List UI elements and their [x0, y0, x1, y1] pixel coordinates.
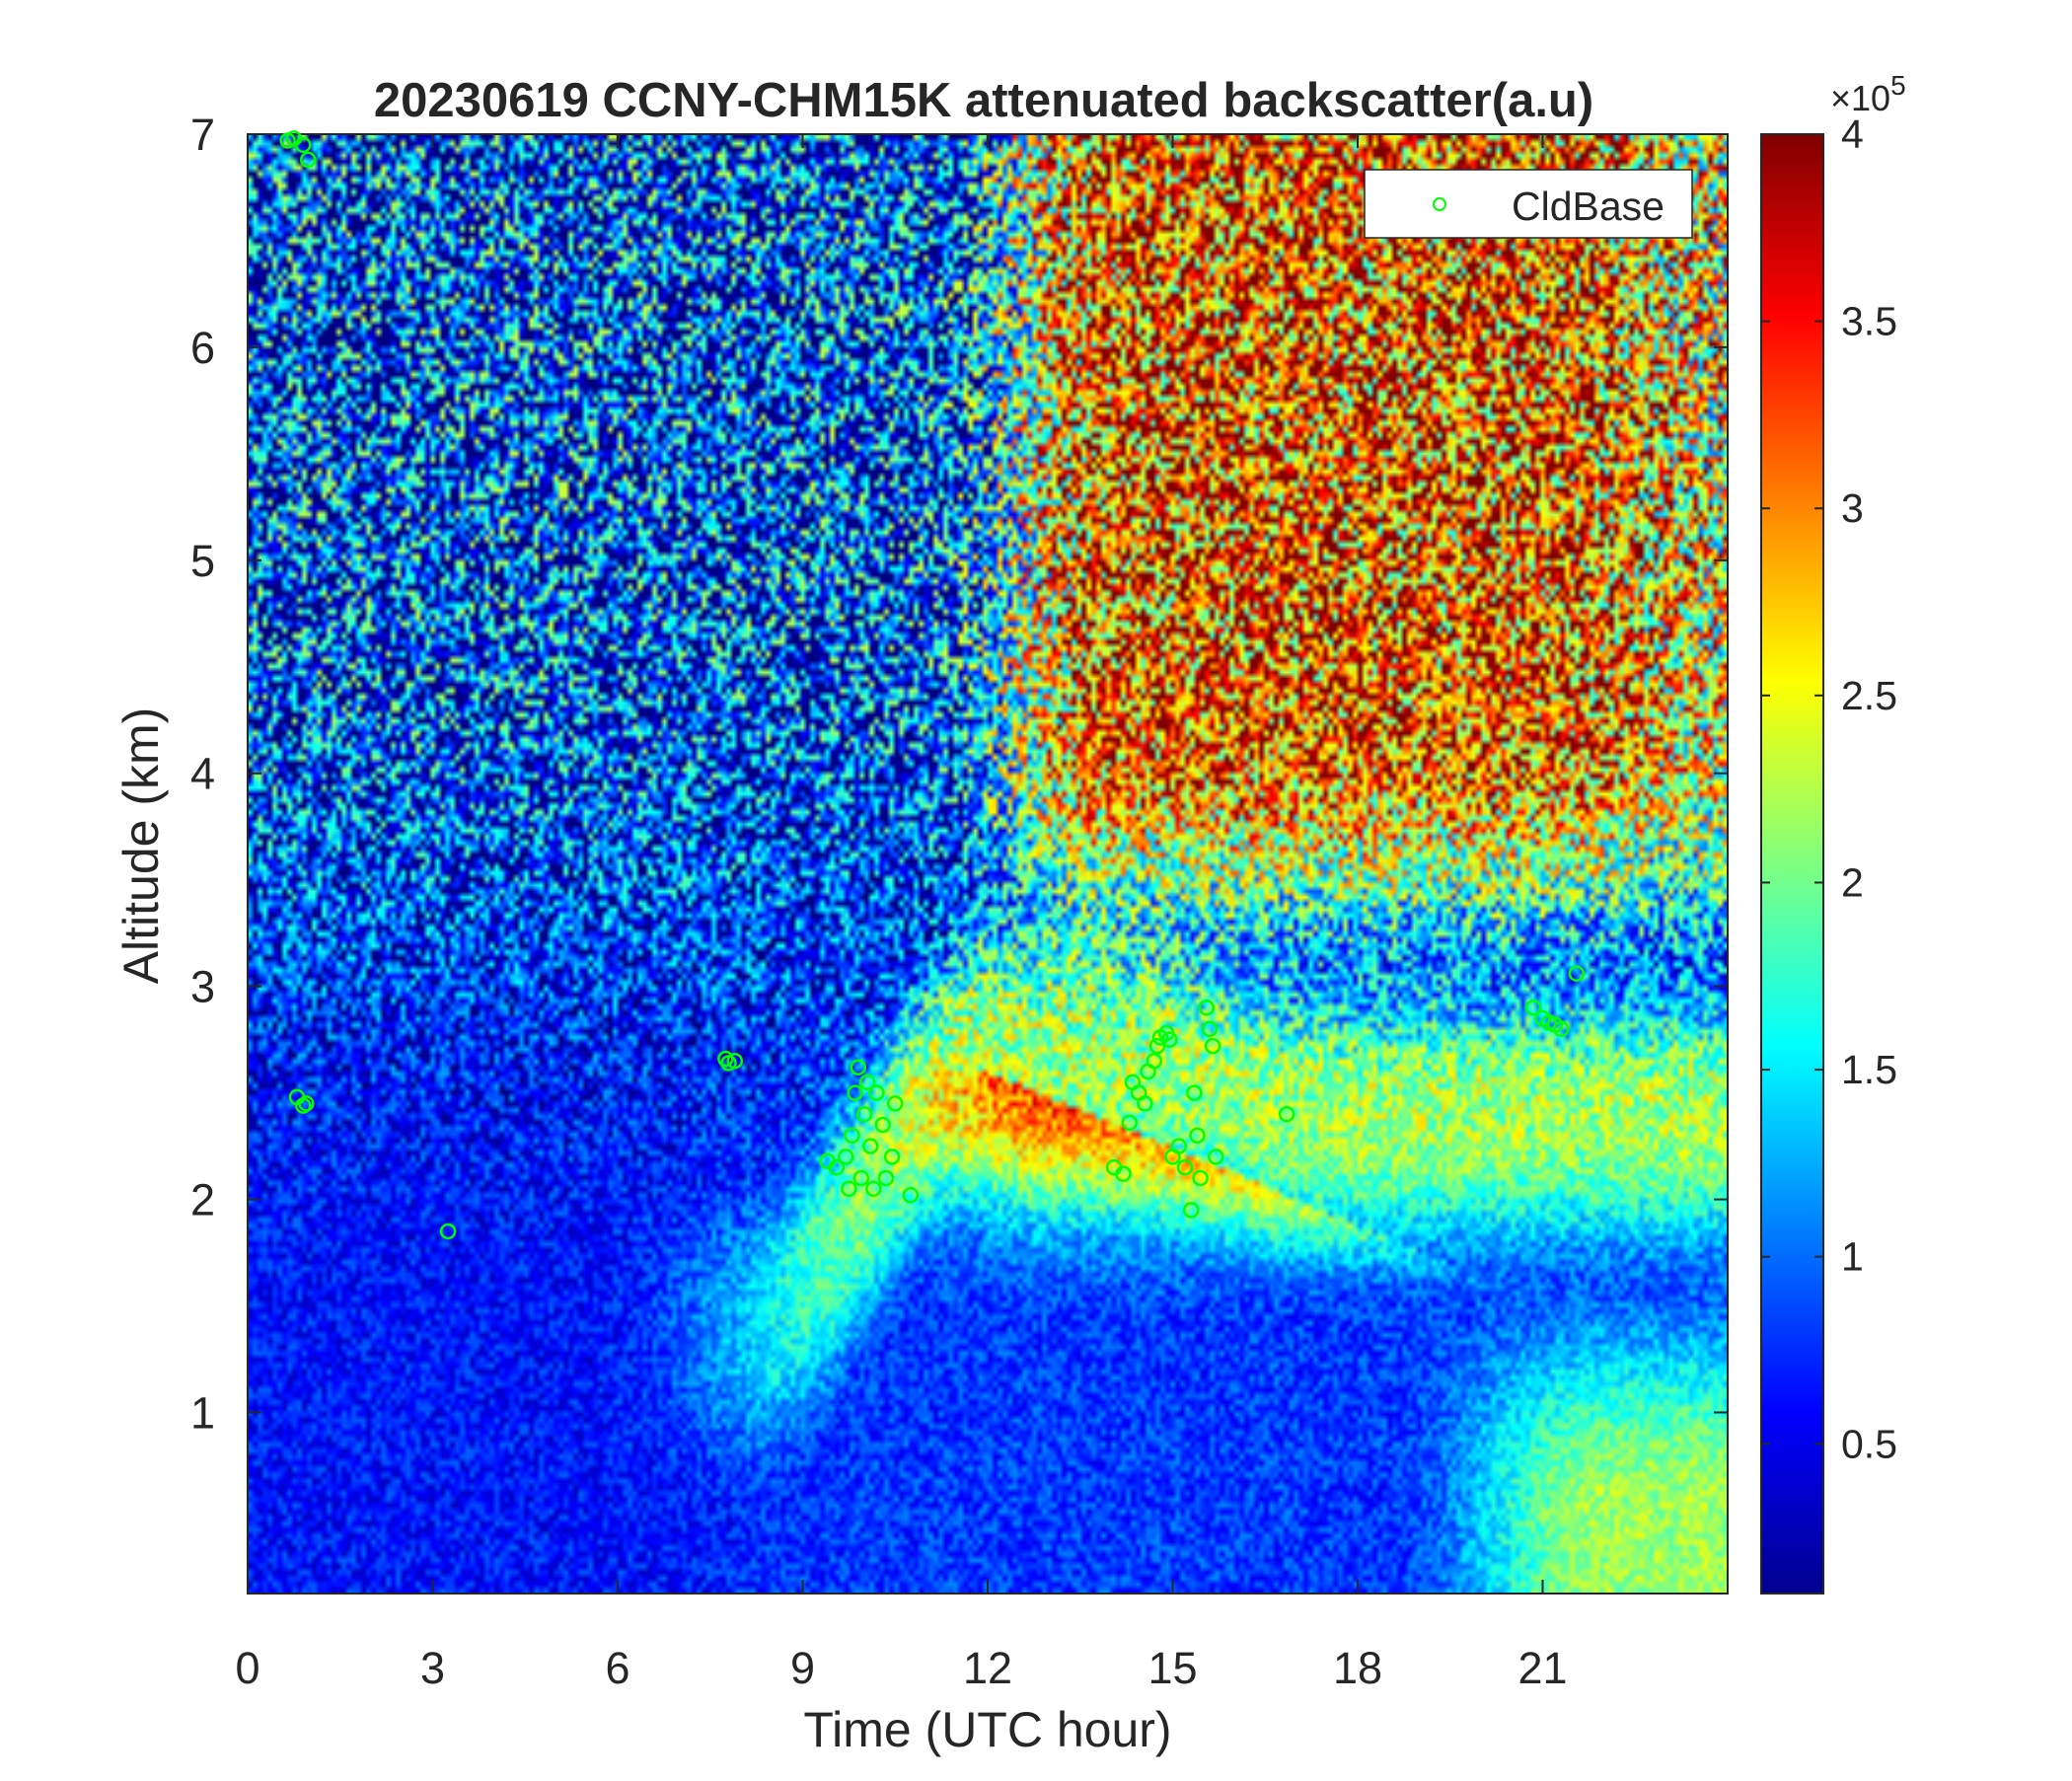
cloud-base-point-17	[850, 1059, 866, 1076]
cloud-base-point-2	[295, 136, 312, 154]
x-axis: 0 3 6 9 12 15 18 21	[235, 134, 1568, 1693]
colorbar-tick-label-1: 1	[1841, 1234, 1864, 1280]
cloud-base-point-20	[858, 1074, 876, 1091]
colorbar-gradient	[1760, 133, 1824, 1595]
colorbar-multiplier: ×105	[1830, 70, 1906, 118]
x-tick-label-6: 6	[605, 1643, 629, 1693]
y-tick-label-7: 7	[190, 110, 215, 160]
cloud-base-point-50	[1204, 1037, 1221, 1055]
cloud-base-point-53	[1524, 999, 1542, 1016]
cloud-base-point-36	[1146, 1052, 1162, 1070]
cloud-base-point-52	[1278, 1105, 1295, 1123]
colorbar-tick-label-6: 3.5	[1841, 299, 1897, 344]
cloud-base-point-49	[1201, 1020, 1219, 1038]
legend: CldBase	[1364, 169, 1693, 239]
colorbar-ticks: 0.5 1 1.5 2 2.5 3 3.5 4	[1761, 111, 1897, 1466]
backscatter-heatmap	[248, 134, 1728, 1594]
x-tick-label-9: 9	[790, 1643, 815, 1693]
cloud-base-point-37	[1148, 1037, 1166, 1055]
x-tick-label-15: 15	[1147, 1643, 1197, 1693]
y-axis: 1 2 3 4 5 6 7	[190, 110, 1728, 1438]
cloud-base-point-27	[887, 1095, 904, 1112]
cloud-base-point-48	[1198, 999, 1216, 1016]
x-tick-label-3: 3	[420, 1643, 445, 1693]
colorbar-multiplier-exponent: 5	[1890, 70, 1906, 101]
cloud-base-point-16	[847, 1084, 863, 1101]
y-tick-label-4: 4	[190, 749, 215, 799]
cloud-base-point-3	[300, 151, 317, 169]
cloud-base-point-10	[726, 1052, 743, 1070]
colorbar-tick-label-4: 2.5	[1841, 673, 1897, 718]
legend-marker-cldbase	[1433, 197, 1446, 211]
x-axis-label: Time (UTC hour)	[803, 1702, 1171, 1757]
cloud-base-point-14	[841, 1180, 857, 1198]
cloud-base-series	[279, 130, 1586, 1240]
colorbar: 0.5 1 1.5 2 2.5 3 3.5 4 ×105	[1760, 70, 1906, 1595]
cloud-base-point-42	[1170, 1138, 1187, 1154]
cloud-base-point-23	[868, 1084, 885, 1101]
y-tick-label-3: 3	[190, 962, 215, 1012]
legend-box	[1364, 169, 1693, 239]
cloud-base-point-58	[1568, 965, 1586, 982]
legend-entry-cldbase: CldBase	[1512, 184, 1665, 229]
cloud-base-point-51	[1208, 1149, 1224, 1165]
cloud-base-point-28	[902, 1186, 920, 1204]
cloud-base-point-31	[1121, 1114, 1138, 1132]
cloud-base-point-44	[1183, 1202, 1200, 1219]
cloud-base-point-12	[828, 1158, 846, 1176]
y-axis-label: Altitude (km)	[113, 707, 169, 985]
cloud-base-point-25	[877, 1169, 895, 1187]
x-tick-label-0: 0	[235, 1643, 259, 1693]
colorbar-tick-label-7: 4	[1841, 111, 1864, 157]
cloud-base-point-46	[1189, 1127, 1206, 1145]
cloud-base-point-18	[852, 1169, 870, 1187]
cloud-base-point-15	[844, 1127, 860, 1145]
cloud-base-point-45	[1186, 1084, 1203, 1101]
y-tick-label-2: 2	[190, 1175, 215, 1225]
y-tick-label-5: 5	[190, 536, 215, 586]
cloud-base-point-21	[862, 1138, 879, 1154]
cloud-base-point-26	[883, 1149, 901, 1165]
colorbar-tick-label-2: 1.5	[1841, 1047, 1897, 1092]
colorbar-tick-label-3: 2	[1841, 859, 1864, 905]
x-tick-label-18: 18	[1333, 1643, 1382, 1693]
cloud-base-point-40	[1161, 1031, 1178, 1048]
cloud-base-point-13	[838, 1149, 854, 1165]
cloud-base-point-57	[1553, 1020, 1570, 1038]
cloud-base-point-34	[1137, 1095, 1153, 1112]
heatmap-image	[248, 134, 1728, 1594]
x-tick-label-21: 21	[1517, 1643, 1567, 1693]
chart-title: 20230619 CCNY-CHM15K attenuated backscat…	[374, 74, 1593, 127]
x-tick-label-12: 12	[963, 1643, 1012, 1693]
colorbar-multiplier-base: ×10	[1830, 78, 1890, 118]
cloud-base-point-43	[1176, 1158, 1194, 1176]
colorbar-tick-label-0: 0.5	[1841, 1421, 1897, 1466]
cloud-base-point-24	[874, 1116, 891, 1134]
colorbar-tick-label-5: 3	[1841, 485, 1864, 531]
cloud-base-point-22	[865, 1180, 882, 1198]
cloud-base-point-47	[1192, 1169, 1209, 1187]
cloud-base-point-19	[855, 1105, 873, 1123]
cloud-base-point-7	[439, 1223, 457, 1240]
cloud-base-point-6	[298, 1095, 315, 1112]
cloud-base-point-30	[1115, 1165, 1132, 1182]
y-tick-label-6: 6	[190, 323, 215, 373]
y-tick-label-1: 1	[190, 1387, 215, 1438]
